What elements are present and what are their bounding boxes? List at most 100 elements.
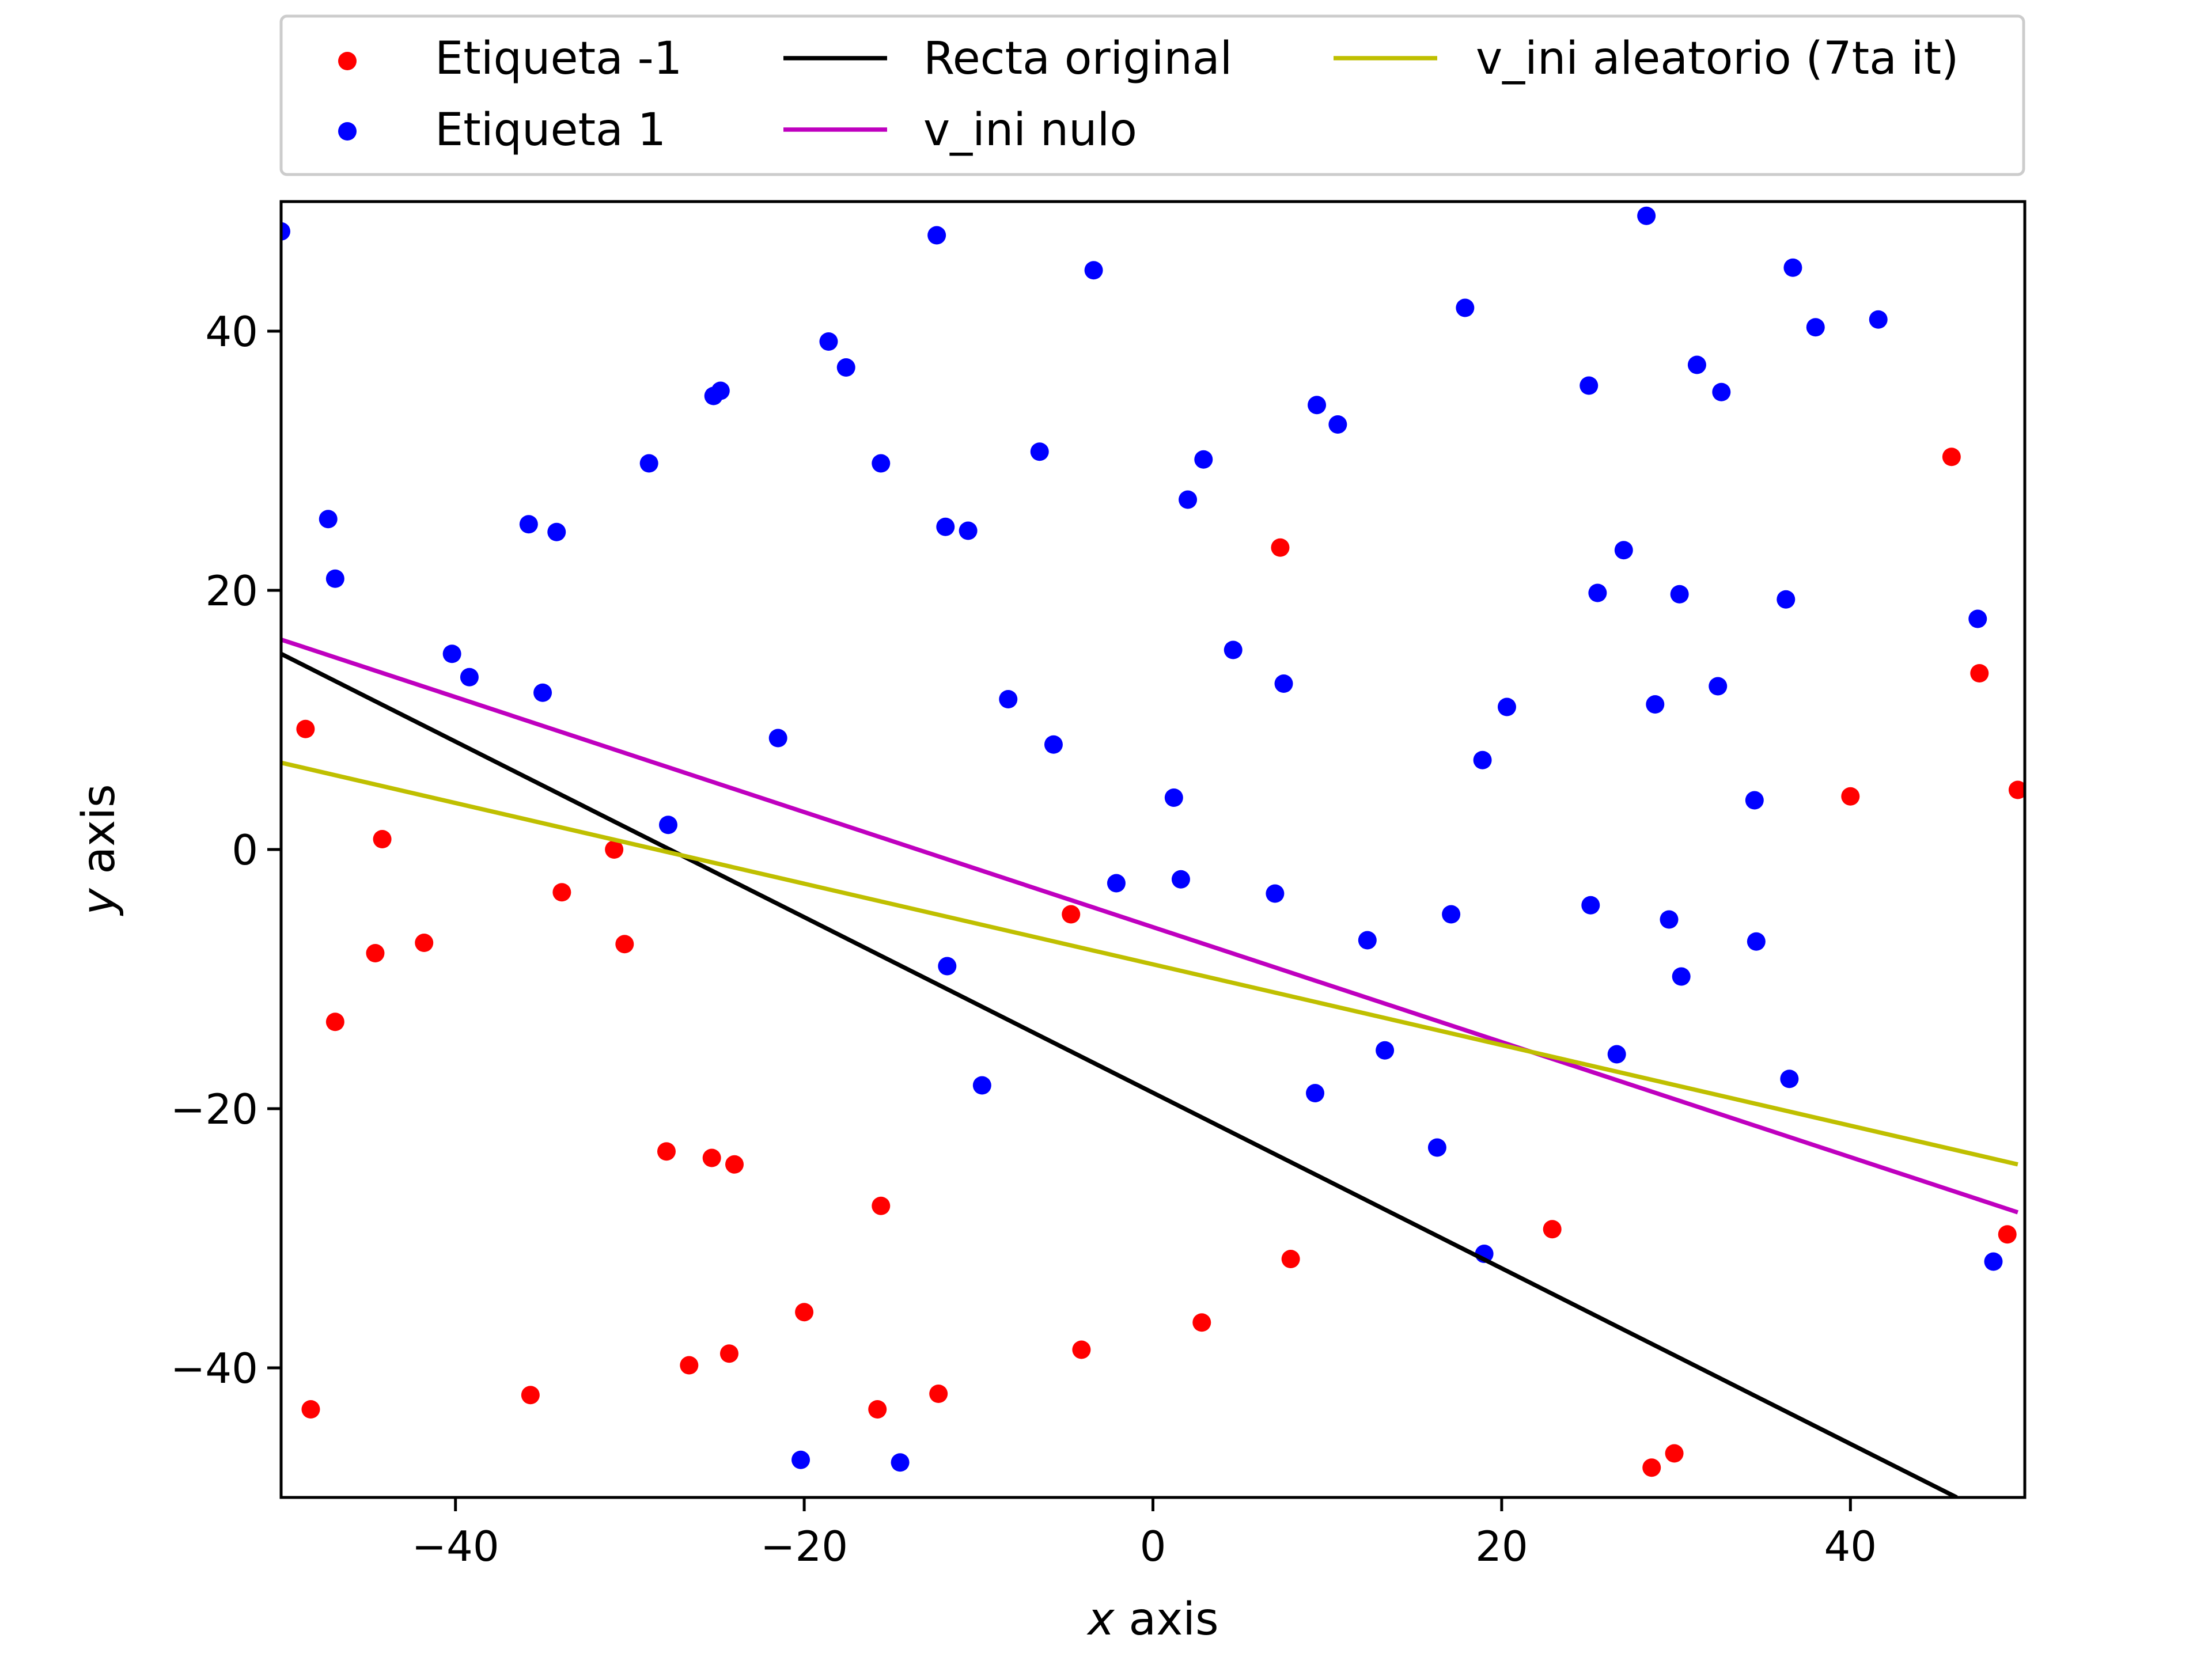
scatter-point <box>1428 1139 1446 1157</box>
scatter-point <box>795 1303 813 1321</box>
scatter-point <box>366 944 384 962</box>
legend-item-etiqueta-1 <box>338 122 357 141</box>
x-tick-label: 40 <box>1824 1522 1877 1571</box>
scatter-point <box>891 1453 910 1472</box>
scatter-point <box>659 816 677 834</box>
scatter-point <box>296 720 315 738</box>
scatter-point <box>999 690 1017 708</box>
scatter-point <box>1688 356 1706 374</box>
legend-marker <box>338 52 357 70</box>
scatter-point <box>521 1386 540 1404</box>
scatter-point <box>711 382 730 400</box>
scatter-point <box>720 1344 738 1363</box>
scatter-point <box>868 1400 887 1419</box>
scatter-point <box>443 644 461 663</box>
series-recta-original <box>281 654 1957 1497</box>
scatter-point <box>1044 735 1063 754</box>
scatter-point <box>520 515 538 533</box>
scatter-point <box>657 1142 676 1161</box>
series-v-ini-aleatorio-7ta-it <box>281 763 2018 1165</box>
scatter-point <box>837 358 855 377</box>
scatter-point <box>1780 1070 1798 1088</box>
scatter-point <box>1588 584 1607 602</box>
scatter-point <box>680 1356 698 1375</box>
scatter-point <box>1970 664 1988 682</box>
scatter-point <box>1747 932 1766 951</box>
scatter-point <box>1376 1041 1394 1060</box>
scatter-point <box>373 830 392 848</box>
scatter-point <box>1580 377 1598 395</box>
scatter-point <box>1179 491 1197 509</box>
scatter-point <box>1224 641 1243 659</box>
legend-marker <box>338 122 357 141</box>
series-etiqueta-1 <box>296 448 2027 1477</box>
y-tick-label: 40 <box>205 308 258 356</box>
scatter-point <box>929 1385 948 1403</box>
scatter-point <box>1072 1341 1090 1359</box>
scatter-point <box>1637 207 1656 225</box>
x-tick-label: −20 <box>760 1522 848 1571</box>
scatter-point <box>791 1451 810 1469</box>
scatter-point <box>1646 695 1664 714</box>
scatter-point <box>1062 905 1080 924</box>
scatter-point <box>927 226 946 245</box>
scatter-point <box>415 934 433 952</box>
x-tick-label: 0 <box>1140 1522 1166 1571</box>
scatter-point <box>1358 931 1377 950</box>
x-tick-label: −40 <box>412 1522 499 1571</box>
scatter-point <box>1306 1084 1324 1102</box>
scatter-point <box>1841 787 1859 806</box>
scatter-point <box>1671 585 1689 604</box>
legend-label: Etiqueta -1 <box>435 33 682 85</box>
series-line <box>281 763 2018 1165</box>
scatter-point <box>319 510 338 528</box>
scatter-point <box>1777 590 1795 609</box>
scatter-point <box>1968 610 1987 628</box>
scatter-point <box>1665 1444 1684 1463</box>
scatter-point <box>1085 261 1103 279</box>
scatter-point <box>1328 415 1347 434</box>
legend-item-etiqueta-1 <box>338 52 357 70</box>
scatter-point <box>819 332 838 351</box>
axes-frame <box>281 202 2025 1497</box>
scatter-point <box>1998 1225 2017 1243</box>
legend-label: v_ini aleatorio (7ta it) <box>1476 33 1959 85</box>
scatter-point <box>1745 791 1764 810</box>
scatter-point <box>959 522 978 540</box>
scatter-point <box>1107 874 1126 893</box>
scatter-point <box>1474 751 1492 769</box>
scatter-point <box>1275 674 1293 693</box>
scatter-point <box>1308 396 1326 414</box>
scatter-point <box>326 570 344 588</box>
scatter-point <box>1266 885 1284 903</box>
legend-label: Etiqueta 1 <box>435 104 666 156</box>
scatter-point <box>1942 448 1961 466</box>
scatter-point <box>1783 259 1802 277</box>
scatter-point <box>1282 1250 1300 1268</box>
scatter-point <box>1984 1253 2003 1271</box>
scatter-point <box>1712 383 1730 401</box>
scatter-point <box>938 957 956 976</box>
y-tick-label: −20 <box>171 1085 258 1133</box>
y-tick-label: 20 <box>205 567 258 615</box>
scatter-point <box>1194 450 1213 469</box>
scatter-point <box>973 1076 991 1095</box>
scatter-point <box>1456 299 1474 317</box>
y-tick-label: 0 <box>232 826 258 874</box>
y-tick-label: −40 <box>171 1344 258 1393</box>
scatter-point <box>1660 911 1678 929</box>
scatter-point <box>1672 968 1691 986</box>
series-v-ini-nulo <box>281 640 2018 1213</box>
scatter-point <box>460 668 479 687</box>
plot-area: −40 −20 0 20 40 −40 −20 0 20 40 <box>171 202 2027 1571</box>
scatter-point <box>326 1012 344 1031</box>
legend: Etiqueta -1 Etiqueta 1 Recta original v_ini… <box>281 16 2024 175</box>
scatter-point <box>640 454 658 473</box>
scatter-point <box>1031 442 1049 461</box>
x-axis-label: x axis <box>1086 1594 1218 1645</box>
scatter-point <box>1806 318 1825 336</box>
series-line <box>281 654 1957 1497</box>
x-tick-label: 20 <box>1475 1522 1528 1571</box>
